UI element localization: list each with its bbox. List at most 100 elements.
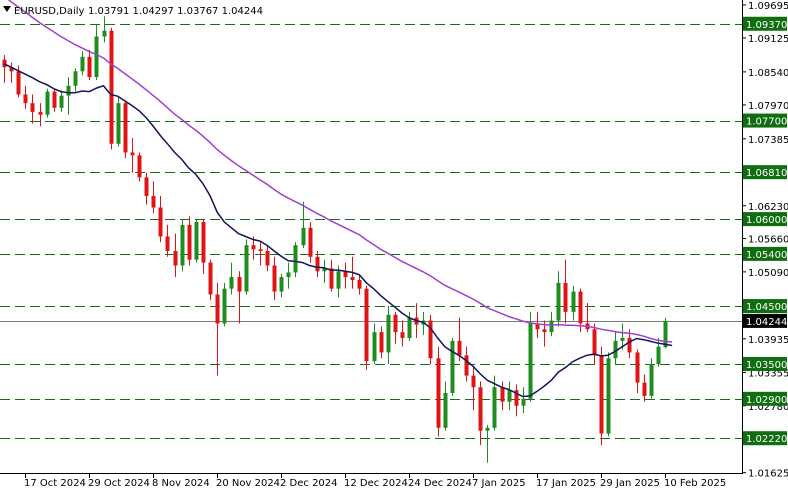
candle-body	[251, 245, 256, 250]
collapse-triangle-icon[interactable]	[3, 6, 11, 12]
level-label-box	[743, 246, 787, 261]
candle-body	[23, 94, 28, 104]
candle-body	[336, 271, 341, 289]
level-label: 1.02220	[746, 434, 787, 445]
candle-body	[293, 245, 298, 273]
candle-body	[485, 427, 490, 431]
level-label-box	[743, 431, 787, 446]
candle	[137, 152, 142, 182]
candle	[59, 90, 64, 112]
candle	[436, 346, 441, 437]
candle	[272, 256, 277, 301]
candle	[635, 349, 640, 394]
candle-body	[535, 323, 540, 330]
candle	[315, 250, 320, 278]
candle-body	[663, 320, 668, 348]
candle-body	[542, 329, 547, 333]
chart-header: EURUSD,Daily 1.03791 1.04297 1.03767 1.0…	[3, 6, 263, 17]
price-tick-label: 1.07970	[748, 101, 788, 112]
level-label: 1.06000	[746, 215, 787, 226]
candle	[165, 224, 170, 257]
candle	[549, 311, 554, 337]
candle	[173, 233, 178, 278]
candle-body	[556, 282, 561, 321]
candle	[507, 381, 512, 411]
candle-body	[9, 67, 14, 72]
candle-body	[201, 222, 206, 263]
candle-body	[329, 268, 334, 289]
candle-body	[613, 340, 618, 359]
candle-body	[194, 222, 199, 260]
candle	[87, 49, 92, 80]
candle	[52, 88, 57, 112]
candle-body	[436, 358, 441, 428]
candle-body	[649, 364, 654, 396]
symbol-label: EURUSD,Daily	[14, 6, 85, 17]
ma-slow-line	[7, 0, 673, 343]
ma-fast-line	[3, 63, 673, 398]
candle	[592, 323, 597, 365]
date-tick-label: 10 Feb 2025	[664, 478, 726, 489]
candle	[599, 346, 604, 446]
candle-body	[244, 245, 249, 292]
candle	[30, 94, 35, 124]
date-tick-label: 24 Dec 2024	[408, 478, 472, 489]
candle	[407, 311, 412, 341]
level-label-box	[743, 212, 787, 227]
candle	[372, 323, 377, 365]
date-tick-label: 29 Oct 2024	[88, 478, 150, 489]
candle-body	[563, 282, 568, 312]
candle	[237, 271, 242, 324]
candle	[151, 181, 156, 214]
candle	[514, 384, 519, 417]
date-tick-label: 12 Dec 2024	[344, 478, 408, 489]
candle	[180, 219, 185, 272]
date-tick-label: 2 Dec 2024	[280, 478, 338, 489]
candle-body	[322, 268, 327, 272]
price-ticks: 1.09695 1.09125 1.08540 1.07970 1.07385 1.062…	[742, 1, 788, 480]
candle-body	[464, 355, 469, 376]
candle	[222, 282, 227, 327]
candle	[556, 271, 561, 327]
candle-body	[38, 111, 43, 115]
candle-body	[301, 227, 306, 246]
candle-body	[407, 317, 412, 338]
candle-body	[229, 277, 234, 289]
date-tick-label: 17 Oct 2024	[24, 478, 86, 489]
candle	[620, 323, 625, 350]
candle	[201, 219, 206, 275]
candle	[613, 332, 618, 365]
candle	[563, 259, 568, 324]
candle-body	[393, 314, 398, 333]
candle	[329, 259, 334, 292]
candle	[642, 374, 647, 402]
candle	[244, 239, 249, 295]
candle-body	[606, 358, 611, 434]
ohlc-values: 1.03791 1.04297 1.03767 1.04244	[88, 6, 263, 17]
candle	[649, 358, 654, 399]
candle-body	[528, 323, 533, 399]
candle-body	[30, 103, 35, 112]
candle	[535, 311, 540, 338]
candle-body	[315, 256, 320, 272]
candle	[109, 27, 114, 150]
price-tick-label: 1.05660	[748, 235, 788, 246]
candle-body	[109, 30, 114, 144]
candle	[229, 262, 234, 295]
candle	[578, 288, 583, 333]
candle	[301, 201, 306, 249]
candle	[265, 245, 270, 272]
candle	[66, 77, 71, 115]
candle-body	[66, 85, 71, 96]
candle-body	[350, 277, 355, 280]
candle	[293, 242, 298, 278]
candles	[2, 16, 668, 463]
candle	[194, 219, 199, 263]
level-label: 1.05400	[746, 250, 787, 261]
candle	[450, 337, 455, 396]
date-tick-label: 29 Jan 2025	[600, 478, 660, 489]
price-tick-label: 1.08540	[748, 68, 788, 79]
price-tick-label: 1.01625	[748, 469, 788, 480]
